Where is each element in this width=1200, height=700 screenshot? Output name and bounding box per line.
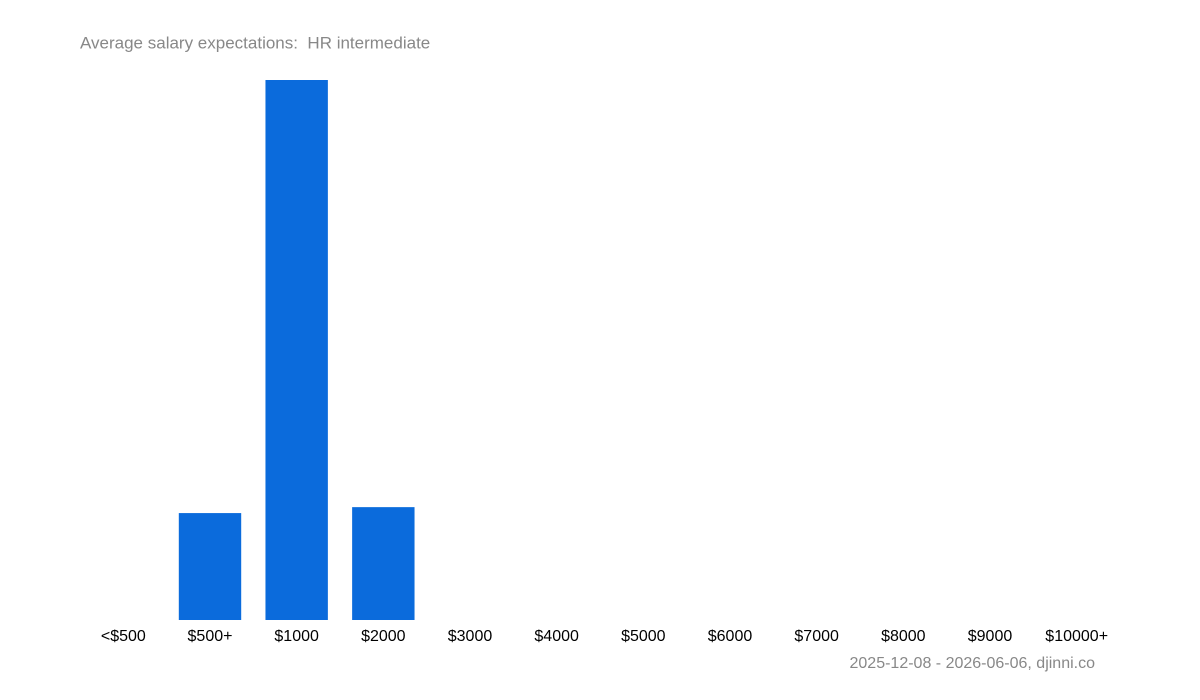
- x-tick-label: $1000: [274, 628, 319, 645]
- x-tick-label: $6000: [708, 628, 753, 645]
- x-tick-label: $500+: [188, 628, 233, 645]
- bar: [265, 80, 328, 620]
- footnote: 2025-12-08 - 2026-06-06, djinni.co: [850, 655, 1096, 672]
- x-tick-label: $9000: [968, 628, 1013, 645]
- x-tick-label: $2000: [361, 628, 406, 645]
- chart-title: Average salary expectations: HR intermed…: [80, 33, 430, 52]
- bar: [178, 513, 242, 620]
- x-tick-label: $8000: [881, 628, 926, 645]
- bar: [352, 507, 415, 620]
- x-tick-label: $7000: [794, 628, 839, 645]
- x-tick-label: $5000: [621, 628, 666, 645]
- x-tick-label: $10000+: [1045, 628, 1108, 645]
- x-tick-label: $3000: [448, 628, 493, 645]
- x-tick-label: <$500: [101, 628, 146, 645]
- x-tick-label: $4000: [534, 628, 579, 645]
